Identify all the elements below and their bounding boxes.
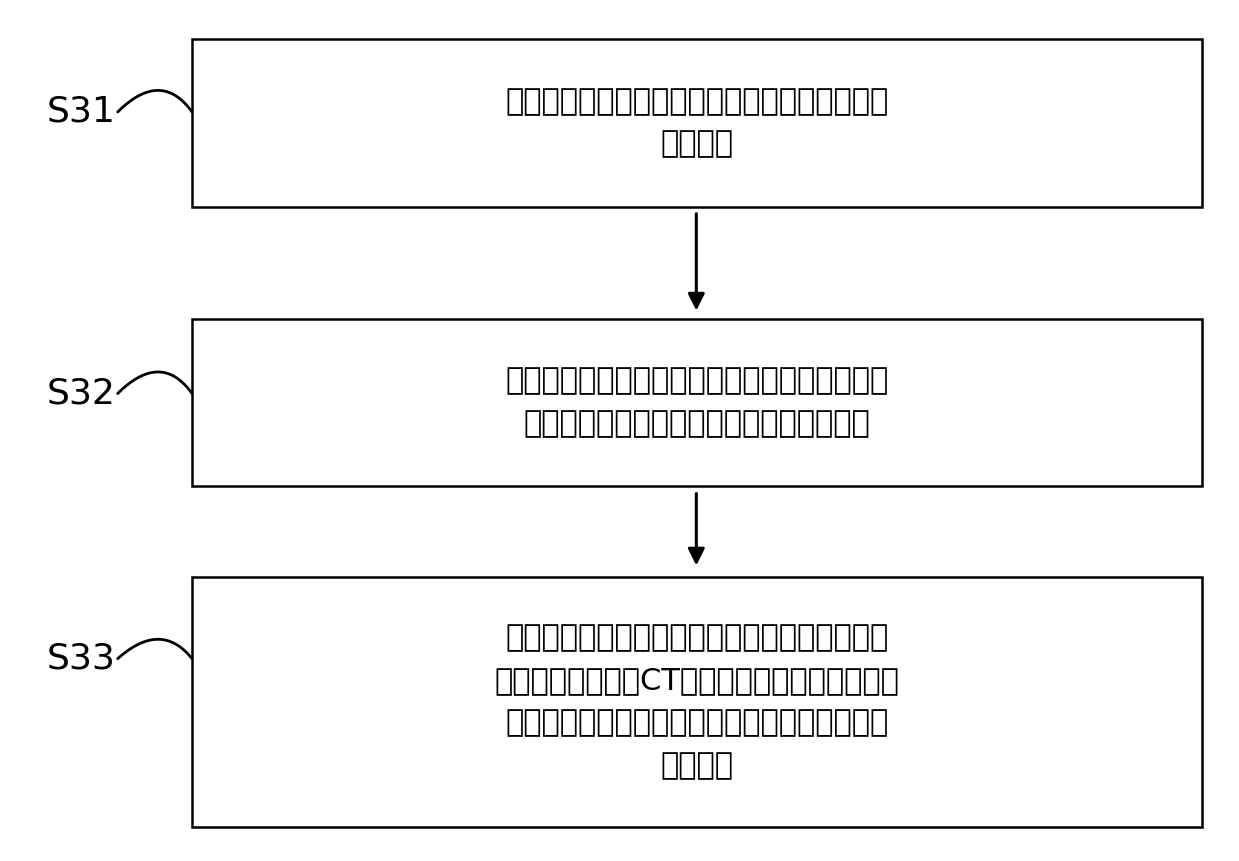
Text: 结合隧道衬砌埋深及已有地质资料，设定初始反
演模型，根据地震CT反演理论，利用反射纵波走
时进行反演成像，获取隧道上覆地层的地震纵波
速度剖面: 结合隧道衬砌埋深及已有地质资料，设定初始反 演模型，根据地震CT反演理论，利用反… bbox=[494, 623, 900, 780]
Text: 基于已知埋深深度的隧道衬砌的位置，识别来自
于该隧道衬砌的反射纵波，并进行走时提取: 基于已知埋深深度的隧道衬砌的位置，识别来自 于该隧道衬砌的反射纵波，并进行走时提… bbox=[506, 367, 888, 438]
Text: 对记录的地震波进行滤波、反褶积处理，同时提
高信噪比: 对记录的地震波进行滤波、反褶积处理，同时提 高信噪比 bbox=[506, 87, 888, 158]
Bar bbox=[192, 577, 1202, 827]
Text: S32: S32 bbox=[47, 376, 116, 411]
Bar bbox=[192, 39, 1202, 207]
Bar bbox=[192, 319, 1202, 486]
Text: S33: S33 bbox=[47, 641, 116, 676]
Text: S31: S31 bbox=[47, 95, 116, 129]
